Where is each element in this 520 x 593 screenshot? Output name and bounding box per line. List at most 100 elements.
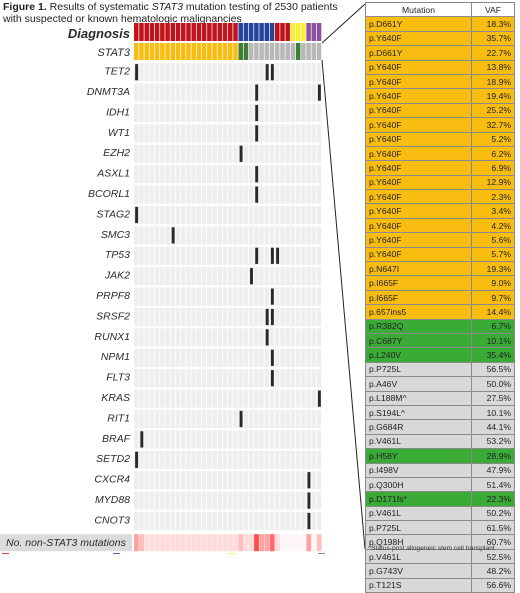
mutation-mark: [270, 349, 274, 366]
gene-grid-cell: [139, 511, 144, 531]
gene-grid-cell: [201, 144, 207, 163]
caption-text-1: Results of systematic: [46, 1, 152, 13]
gene-grid-cell: [295, 124, 301, 143]
table-row: p.Y640F 2.3%: [365, 189, 515, 205]
vaf-cell: 4.2%: [471, 217, 515, 234]
gene-grid-cell: [311, 328, 316, 347]
gene-grid-cell: [275, 430, 280, 449]
mutation-cell: p.Y640F: [365, 117, 472, 133]
gene-grid-cell: [228, 124, 233, 143]
gene-grid-cell: [139, 491, 144, 510]
stat3-cell: [254, 43, 259, 60]
gene-label: MYD88: [95, 494, 130, 506]
gene-grid-cell: [139, 328, 144, 347]
gene-grid-cell: [160, 83, 165, 102]
table-row: p.L240V 35.4%: [365, 347, 515, 363]
gene-grid-cell: [139, 307, 144, 327]
gene-grid-cell: [311, 63, 316, 82]
gene-grid-cell: [290, 185, 296, 204]
gene-grid-cell: [175, 267, 181, 286]
gene-grid-cell: [248, 103, 254, 123]
gene-grid-cell: [222, 246, 228, 265]
mutation-mark: [265, 329, 269, 346]
gene-grid-cell: [201, 369, 207, 388]
gene-grid-cell: [233, 63, 238, 82]
gene-grid-cell: [259, 185, 264, 204]
mutation-cell: p.G684R: [365, 419, 472, 435]
gene-grid-cell: [144, 450, 149, 469]
gene-grid-cell: [175, 83, 181, 102]
mutation-cell: p.Y640F: [365, 174, 472, 191]
gene-grid-cell: [259, 165, 264, 184]
gene-grid-cell: [269, 328, 275, 347]
gene-grid-cell: [217, 144, 222, 163]
gene-grid-cell: [228, 63, 233, 82]
gene-grid-cell: [149, 348, 155, 367]
gene-grid-cell: [191, 185, 196, 204]
gene-grid-cell: [254, 369, 259, 388]
gene-grid-cell: [165, 267, 170, 286]
gene-grid-cell: [217, 246, 222, 265]
count-cell: [196, 534, 202, 552]
stat3-cell: [295, 43, 301, 60]
vaf-cell: 12.9%: [471, 174, 515, 191]
gene-label: STAG2: [96, 208, 130, 220]
gene-grid-cell: [311, 165, 316, 184]
mutation-cell: p.D171fs*: [365, 491, 472, 507]
gene-grid-cell: [134, 287, 139, 306]
table-row: p.Y640F 5.7%: [365, 246, 515, 263]
gene-grid-cell: [217, 389, 222, 408]
gene-grid-cell: [301, 103, 306, 123]
diagnosis-cell: [207, 23, 212, 41]
count-cell: [134, 534, 139, 552]
gene-grid-cell: [191, 430, 196, 449]
vaf-cell: 53.2%: [471, 433, 515, 450]
gene-grid-cell: [191, 205, 196, 225]
count-cell: [201, 534, 207, 552]
gene-grid-cell: [154, 63, 160, 82]
gene-grid-cell: [154, 185, 160, 204]
gene-grid-cell: [311, 205, 316, 225]
table-row: p.Y640F 4.2%: [365, 217, 515, 234]
gene-grid-cell: [201, 124, 207, 143]
gene-grid-cell: [207, 450, 212, 469]
stat3-cell: [196, 43, 202, 60]
gene-grid-cell: [275, 185, 280, 204]
gene-grid-cell: [160, 63, 165, 82]
gene-grid-cell: [264, 348, 269, 367]
gene-grid-cell: [301, 307, 306, 327]
diagnosis-cell: [306, 23, 311, 41]
gene-grid-cell: [134, 226, 139, 245]
gene-grid-cell: [134, 491, 139, 510]
gene-grid-cell: [154, 491, 160, 510]
table-row: p.Y640F 13.8%: [365, 59, 515, 75]
gene-grid-cell: [285, 369, 290, 388]
gene-grid-cell: [144, 491, 149, 510]
gene-grid-cell: [290, 511, 296, 531]
gene-grid-cell: [243, 409, 249, 429]
gene-grid-cell: [191, 165, 196, 184]
gene-grid-cell: [228, 409, 233, 429]
gene-grid-cell: [259, 144, 264, 163]
gene-grid-cell: [254, 348, 259, 367]
gene-grid-cell: [222, 430, 228, 449]
mutation-cell: p.657ins5: [365, 304, 472, 320]
gene-grid-cell: [175, 144, 181, 163]
gene-grid-cell: [238, 287, 243, 306]
gene-grid-cell: [228, 83, 233, 102]
gene-grid-cell: [207, 430, 212, 449]
gene-grid-cell: [134, 144, 139, 163]
gene-grid-cell: [149, 226, 155, 245]
gene-grid-cell: [295, 185, 301, 204]
gene-grid-cell: [248, 430, 254, 449]
table-row: p.V461L 53.2%: [365, 433, 515, 450]
figure-number: Figure 1.: [3, 1, 47, 13]
gene-grid-cell: [264, 511, 269, 531]
mutation-cell: p.D661Y: [365, 16, 472, 32]
gene-grid-cell: [134, 471, 139, 490]
mutation-mark: [239, 145, 243, 162]
gene-grid-cell: [238, 491, 243, 510]
gene-grid-cell: [222, 450, 228, 469]
count-cell: [222, 534, 228, 552]
gene-grid-cell: [217, 511, 222, 531]
